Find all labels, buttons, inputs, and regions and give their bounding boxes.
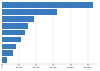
Bar xyxy=(2,37,21,42)
Bar xyxy=(2,44,16,49)
Bar xyxy=(2,23,28,29)
Bar xyxy=(2,30,25,36)
Bar xyxy=(2,2,93,8)
Bar xyxy=(2,16,34,22)
Bar xyxy=(2,9,57,15)
Bar xyxy=(2,50,13,56)
Bar xyxy=(2,57,7,63)
